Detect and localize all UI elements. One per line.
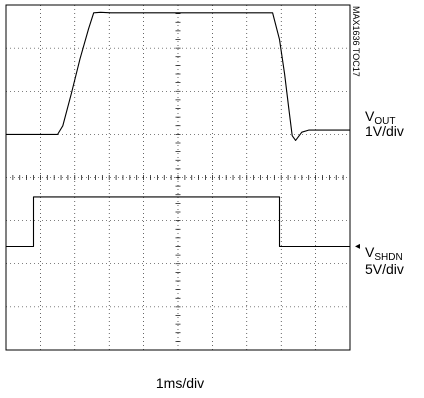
- plot-frame: [5, 4, 351, 351]
- vout-trace: [6, 11, 350, 141]
- center-axis-ticks: [12, 13, 344, 342]
- vout-label: VOUT: [365, 108, 396, 128]
- vshdn-trace: [6, 196, 350, 248]
- toc-label: MAX1636 TOC17: [351, 6, 361, 77]
- vout-scale: 1V/div: [365, 123, 404, 139]
- vshdn-scale: 5V/div: [365, 261, 404, 277]
- x-axis-label: 1ms/div: [155, 375, 205, 391]
- ground-marker-icon: ◂: [355, 241, 361, 252]
- vshdn-label: VSHDN: [365, 244, 403, 264]
- waveform-traces: [6, 11, 350, 248]
